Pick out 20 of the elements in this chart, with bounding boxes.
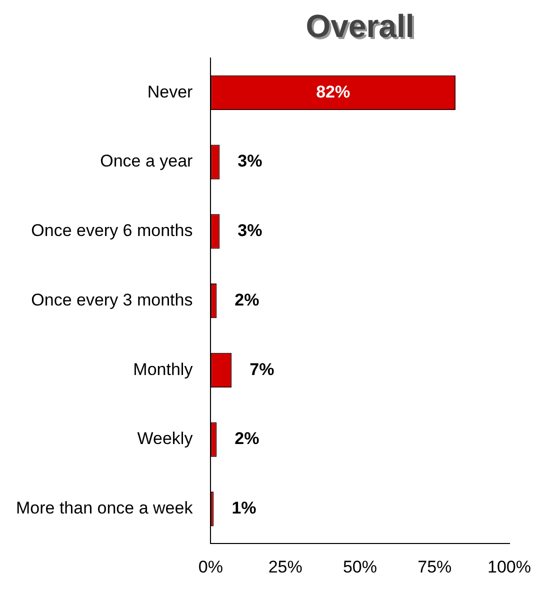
y-tick-label: More than once a week xyxy=(16,498,194,518)
data-label: 82% xyxy=(316,82,350,102)
y-tick-label: Monthly xyxy=(133,360,194,379)
data-label: 7% xyxy=(250,360,274,379)
data-label: 2% xyxy=(234,429,260,448)
y-tick-label: Weekly xyxy=(137,429,194,448)
x-tick-label: 25% xyxy=(268,557,302,576)
y-tick-label: Once every 3 months xyxy=(31,290,193,310)
data-label: 1% xyxy=(232,498,256,518)
data-label: 3% xyxy=(238,221,262,240)
y-tick-label: Once a year xyxy=(100,152,194,171)
x-tick-label: 50% xyxy=(342,557,378,576)
data-label: 2% xyxy=(234,290,260,310)
x-tick-label: 100% xyxy=(488,557,531,576)
chart-title: Overall xyxy=(308,10,416,46)
y-tick-label: Never xyxy=(147,82,194,102)
y-tick-label: Once every 6 months xyxy=(31,221,193,240)
x-tick-label: 75% xyxy=(418,557,452,576)
data-label: 3% xyxy=(238,152,262,171)
x-tick-label: 0% xyxy=(198,557,224,576)
